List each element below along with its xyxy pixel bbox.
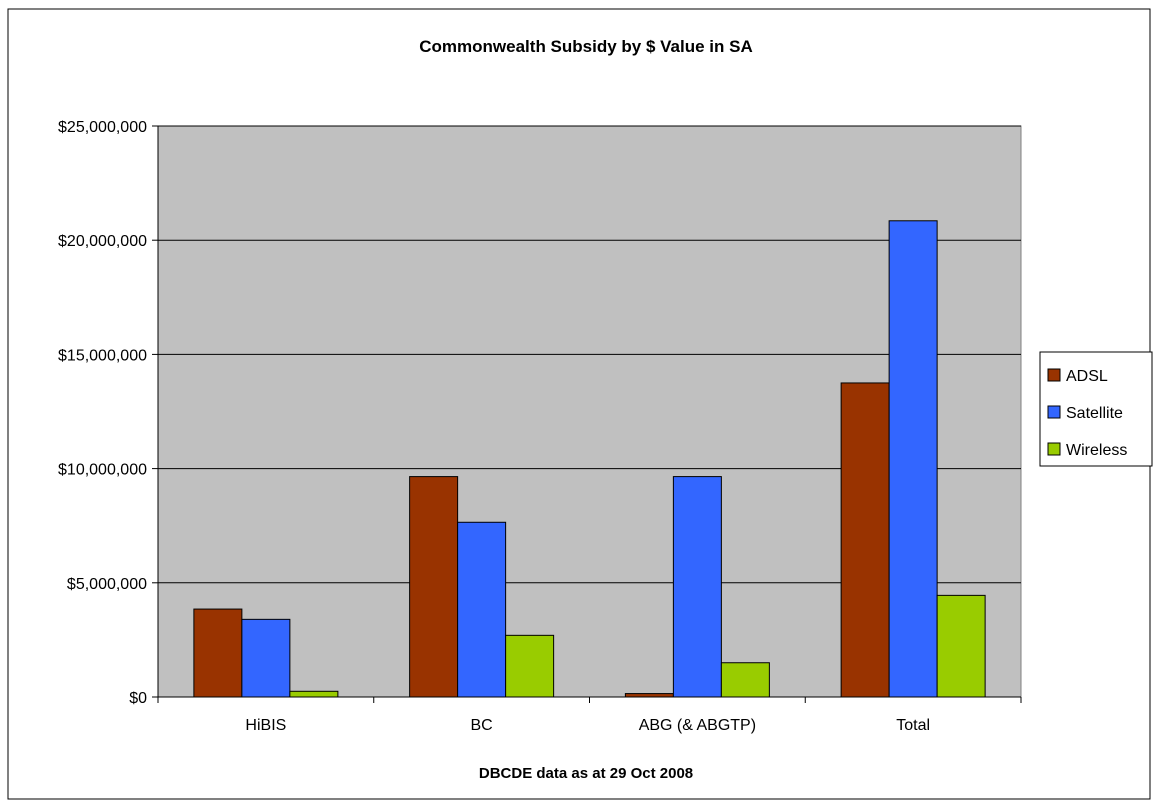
y-tick-label: $0 (129, 690, 147, 707)
bar-adsl (193, 608, 243, 698)
x-tick-label: BC (471, 717, 493, 734)
y-tick-label: $10,000,000 (58, 462, 147, 479)
legend: ADSL Satellite Wireless (1039, 351, 1153, 467)
axes (157, 126, 1022, 703)
legend-label-wireless: Wireless (1066, 442, 1127, 459)
bar-adsl (840, 382, 890, 698)
bar-satellite (457, 521, 507, 698)
bar-wireless (505, 634, 555, 698)
y-tick-label: $20,000,000 (58, 233, 147, 250)
y-tick-labels: $0 $5,000,000 $10,000,000 $15,000,000 $20,00… (58, 119, 147, 707)
x-tick-labels: HiBIS BC ABG (& ABGTP) Total (245, 717, 930, 734)
legend-swatch-satellite (1047, 405, 1061, 419)
bar-satellite (888, 220, 938, 698)
legend-label-adsl: ADSL (1066, 368, 1108, 385)
bar-adsl (409, 476, 459, 698)
x-axis-title: DBCDE data as at 29 Oct 2008 (479, 765, 693, 782)
bar-satellite (672, 476, 722, 698)
x-tick-label: ABG (& ABGTP) (639, 717, 756, 734)
chart-title: Commonwealth Subsidy by $ Value in SA (419, 37, 752, 56)
bar-wireless (289, 690, 339, 698)
bar-wireless (936, 594, 986, 698)
legend-label-satellite: Satellite (1066, 405, 1123, 422)
legend-swatch-adsl (1047, 368, 1061, 382)
bar-wireless (720, 662, 770, 698)
bar-satellite (241, 618, 291, 698)
bars (193, 220, 986, 698)
legend-swatch-wireless (1047, 442, 1061, 456)
bar-adsl (624, 693, 674, 698)
x-tick-label: HiBIS (245, 717, 286, 734)
y-tick-label: $25,000,000 (58, 119, 147, 136)
y-tick-label: $5,000,000 (67, 576, 147, 593)
y-tick-label: $15,000,000 (58, 347, 147, 364)
legend-items: ADSL Satellite Wireless (1047, 368, 1127, 459)
x-tick-label: Total (896, 717, 930, 734)
